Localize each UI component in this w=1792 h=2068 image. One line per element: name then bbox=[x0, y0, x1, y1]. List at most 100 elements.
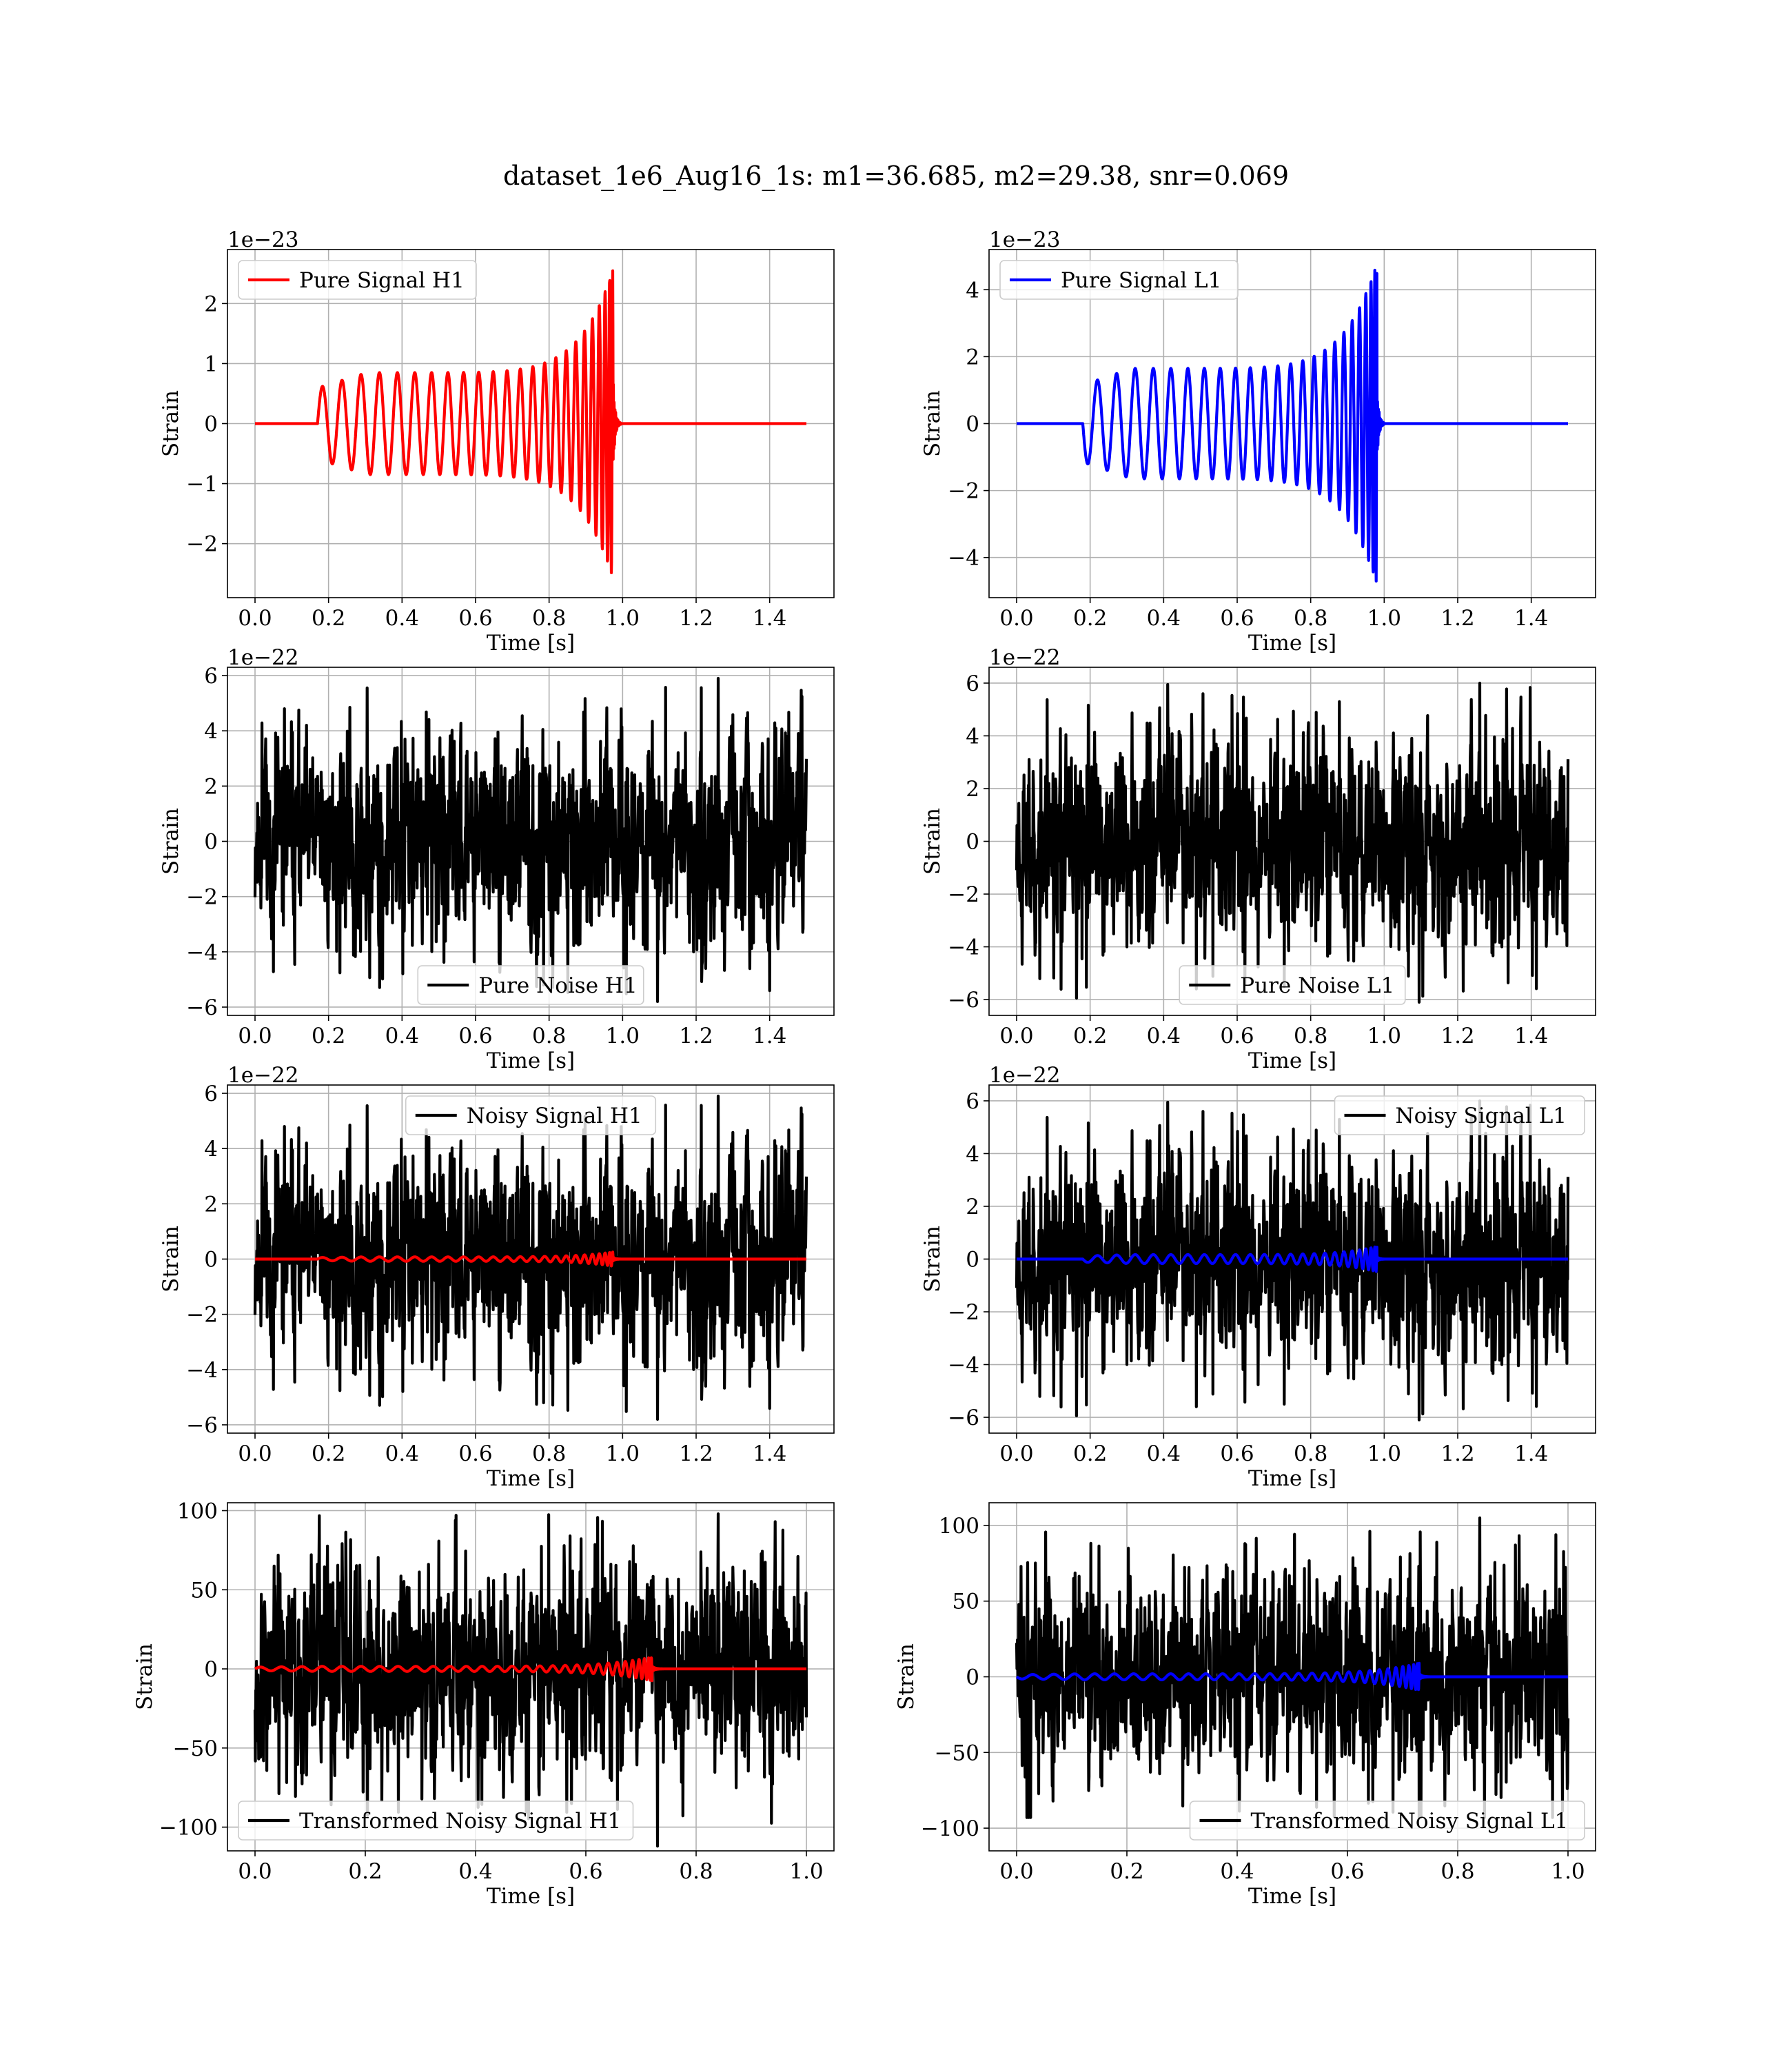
x-tick-label: 0.4 bbox=[458, 1859, 492, 1884]
x-tick-label: 0.2 bbox=[1073, 1441, 1107, 1466]
x-tick-label: 1.4 bbox=[1514, 606, 1548, 631]
x-axis-label: Time [s] bbox=[1248, 1884, 1336, 1909]
series-group bbox=[253, 1512, 808, 1848]
x-tick-label: 1.2 bbox=[1440, 1441, 1474, 1466]
x-tick-label: 0.6 bbox=[1330, 1859, 1364, 1884]
x-tick-label: 1.0 bbox=[1367, 606, 1401, 631]
legend-box bbox=[1189, 1801, 1585, 1841]
x-tick-label: 0.8 bbox=[1294, 1024, 1327, 1048]
axes-frame bbox=[227, 1502, 835, 1852]
legend: Pure Noise L1 bbox=[1179, 965, 1406, 1005]
legend: Noisy Signal H1 bbox=[405, 1095, 657, 1135]
x-axis-label: Time [s] bbox=[487, 1466, 575, 1491]
y-tick-label: 50 bbox=[953, 1590, 979, 1614]
x-tick-label: 0.8 bbox=[1294, 1441, 1327, 1466]
y-tick-label: 2 bbox=[204, 774, 218, 799]
y-axis-label: Strain bbox=[920, 808, 945, 875]
legend-box bbox=[999, 260, 1239, 300]
x-tick-label: 0.0 bbox=[999, 1024, 1033, 1048]
y-tick-label: −2 bbox=[186, 885, 218, 910]
y-offset-label: 1e−22 bbox=[227, 1063, 299, 1088]
y-tick-label: 4 bbox=[966, 724, 979, 749]
legend-box bbox=[1334, 1095, 1585, 1135]
y-offset-label: 1e−22 bbox=[989, 1063, 1061, 1088]
legend: Pure Signal L1 bbox=[999, 260, 1239, 300]
x-tick-label: 0.8 bbox=[532, 1024, 566, 1048]
y-tick-label: 0 bbox=[966, 1248, 979, 1273]
y-tick-label: −4 bbox=[948, 546, 979, 571]
x-axis-label: Time [s] bbox=[487, 1048, 575, 1073]
y-axis-label: Strain bbox=[159, 1226, 183, 1292]
x-tick-label: 0.0 bbox=[999, 1859, 1033, 1884]
series-line-chirp-overlay bbox=[1015, 1661, 1569, 1692]
series-group bbox=[253, 676, 808, 1004]
x-axis-label: Time [s] bbox=[1248, 631, 1336, 656]
x-tick-label: 1.4 bbox=[753, 1441, 786, 1466]
x-tick-label: 0.4 bbox=[385, 1441, 419, 1466]
y-offset-label: 1e−23 bbox=[227, 227, 299, 252]
x-tick-label: 0.2 bbox=[348, 1859, 382, 1884]
x-tick-label: 0.2 bbox=[1110, 1859, 1143, 1884]
y-tick-label: 0 bbox=[204, 412, 218, 437]
x-tick-label: 0.6 bbox=[569, 1859, 602, 1884]
legend-entry-label: Noisy Signal H1 bbox=[467, 1104, 642, 1128]
y-tick-label: −100 bbox=[159, 1816, 218, 1841]
series-line-transformed-noisy-signal-l1 bbox=[1015, 1516, 1570, 1819]
x-tick-label: 1.0 bbox=[606, 606, 640, 631]
x-tick-label: 0.8 bbox=[1440, 1859, 1474, 1884]
y-axis-label: Strain bbox=[920, 1226, 945, 1292]
series-line-pure-noise-h1 bbox=[253, 676, 808, 1004]
x-tick-label: 0.0 bbox=[999, 606, 1033, 631]
x-tick-label: 1.2 bbox=[1440, 606, 1474, 631]
x-tick-label: 1.0 bbox=[1367, 1024, 1401, 1048]
y-tick-label: −6 bbox=[186, 995, 218, 1020]
x-tick-label: 0.6 bbox=[458, 606, 492, 631]
series-line-pure-signal-l1 bbox=[1015, 268, 1569, 583]
x-tick-label: 1.4 bbox=[1514, 1441, 1548, 1466]
x-axis-label: Time [s] bbox=[487, 1884, 575, 1909]
x-tick-label: 1.0 bbox=[606, 1024, 640, 1048]
legend-box bbox=[238, 260, 477, 300]
legend: Transformed Noisy Signal H1 bbox=[238, 1801, 634, 1841]
y-axis-label: Strain bbox=[920, 390, 945, 457]
y-tick-label: −6 bbox=[948, 988, 979, 1013]
y-tick-label: 4 bbox=[966, 278, 979, 303]
legend-entry-label: Pure Noise H1 bbox=[478, 973, 637, 998]
series-line-transformed-noisy-signal-h1 bbox=[253, 1512, 808, 1848]
subplot-grid: 0.0 0.2 0.4 0.6 0.8 1.0 1.2 1.4 −2 −1 0 1 2 Time [s] S… bbox=[132, 227, 1596, 1909]
series-line-chirp-overlay bbox=[254, 1656, 808, 1683]
legend-entry-label: Pure Signal L1 bbox=[1061, 268, 1221, 293]
x-tick-label: 0.8 bbox=[1294, 606, 1327, 631]
y-tick-label: −6 bbox=[186, 1413, 218, 1438]
subplot-noisy-signal-l1: 0.0 0.2 0.4 0.6 0.8 1.0 1.2 1.4 −6 −4 −2 0 2 4 6 Time [… bbox=[920, 1063, 1596, 1491]
subplot-pure-noise-h1: 0.0 0.2 0.4 0.6 0.8 1.0 1.2 1.4 −6 −4 −2 0 2 4 6 Time [… bbox=[159, 645, 835, 1073]
x-tick-label: 0.8 bbox=[532, 1441, 566, 1466]
y-tick-label: 50 bbox=[191, 1578, 218, 1603]
y-tick-label: 4 bbox=[204, 1137, 218, 1162]
x-tick-label: 0.2 bbox=[312, 606, 345, 631]
x-tick-label: 0.6 bbox=[458, 1441, 492, 1466]
subplot-pure-signal-l1: 0.0 0.2 0.4 0.6 0.8 1.0 1.2 1.4 −4 −2 0 2 4 Time [s] S… bbox=[920, 227, 1596, 656]
y-offset-label: 1e−22 bbox=[227, 645, 299, 670]
legend-entry-label: Transformed Noisy Signal H1 bbox=[299, 1809, 621, 1834]
figure-title: dataset_1e6_Aug16_1s: m1=36.685, m2=29.3… bbox=[503, 161, 1289, 192]
y-offset-label: 1e−23 bbox=[989, 227, 1061, 252]
series-group bbox=[1015, 268, 1569, 583]
x-tick-label: 1.4 bbox=[753, 1024, 786, 1048]
x-tick-label: 0.8 bbox=[679, 1859, 713, 1884]
y-tick-label: 2 bbox=[966, 1195, 979, 1219]
x-tick-label: 0.6 bbox=[1220, 1441, 1254, 1466]
x-tick-label: 0.0 bbox=[999, 1441, 1033, 1466]
subplot-transformed-noisy-signal-l1: 0.0 0.2 0.4 0.6 0.8 1.0 −100 −50 0 50 100 Time [s] S… bbox=[894, 1502, 1596, 1909]
x-tick-label: 0.0 bbox=[238, 1024, 272, 1048]
series-group bbox=[253, 1094, 808, 1421]
y-tick-label: 6 bbox=[204, 1082, 218, 1106]
y-tick-label: −4 bbox=[948, 1353, 979, 1378]
subplot-noisy-signal-h1: 0.0 0.2 0.4 0.6 0.8 1.0 1.2 1.4 −6 −4 −2 0 2 4 6 Time [… bbox=[159, 1063, 835, 1491]
legend-box bbox=[238, 1801, 634, 1841]
y-tick-label: 0 bbox=[204, 830, 218, 855]
x-tick-label: 1.0 bbox=[789, 1859, 823, 1884]
subplot-pure-noise-l1: 0.0 0.2 0.4 0.6 0.8 1.0 1.2 1.4 −6 −4 −2 0 2 4 6 Time [… bbox=[920, 645, 1596, 1073]
y-axis-label: Strain bbox=[159, 390, 183, 457]
x-axis-label: Time [s] bbox=[1248, 1048, 1336, 1073]
